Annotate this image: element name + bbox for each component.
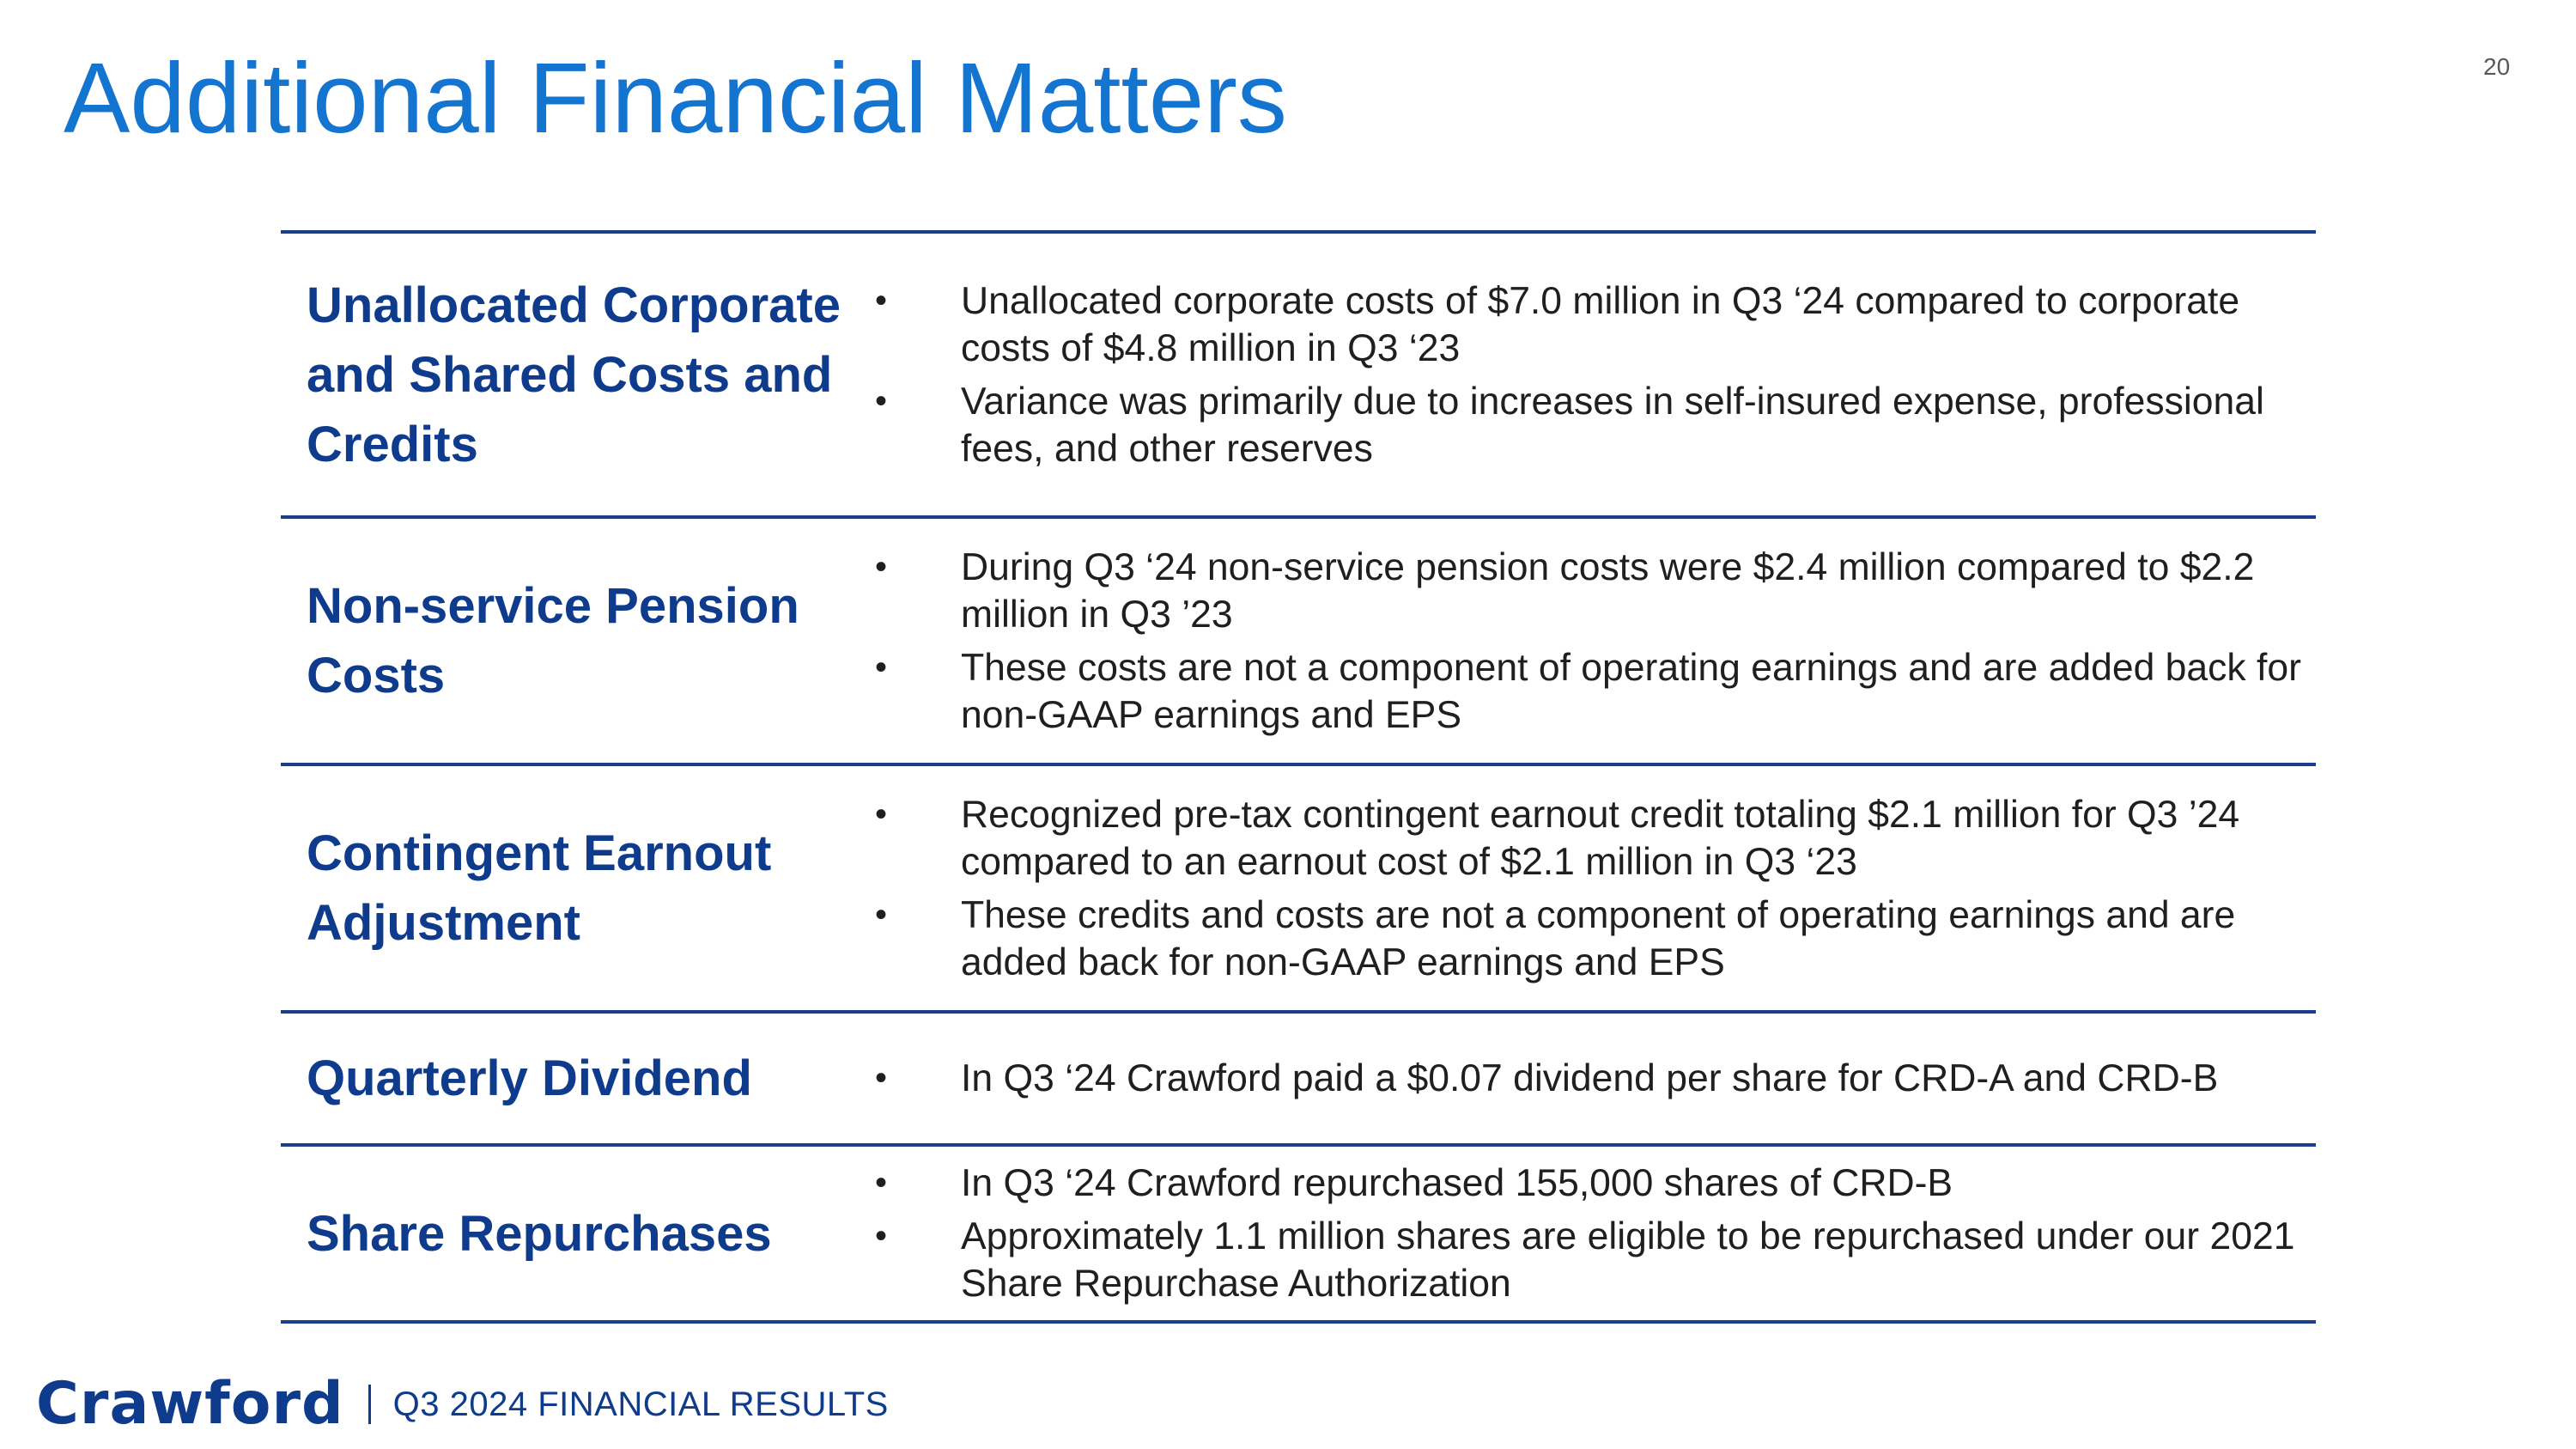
bullet-icon: • [875, 547, 888, 586]
bullet-item: • These costs are not a component of oper… [865, 644, 2316, 739]
bullet-text: In Q3 ‘24 Crawford repurchased 155,000 s… [961, 1162, 1953, 1204]
crawford-logo: Crawford [36, 1370, 344, 1438]
matter-details: • During Q3 ‘24 non-service pension costs… [865, 538, 2316, 745]
bullet-text: During Q3 ‘24 non-service pension costs … [961, 545, 2255, 636]
matter-heading: Unallocated Corporate and Shared Costs a… [307, 277, 841, 472]
bullet-list: • In Q3 ‘24 Crawford repurchased 155,000 … [865, 1160, 2316, 1307]
bullet-item: • In Q3 ‘24 Crawford repurchased 155,000 … [865, 1160, 2316, 1207]
bullet-item: • Recognized pre-tax contingent earnout c… [865, 791, 2316, 886]
bullet-item: • Unallocated corporate costs of $7.0 mil… [865, 277, 2316, 372]
bullet-item: • Variance was primarily due to increases… [865, 378, 2316, 472]
matter-heading: Quarterly Dividend [307, 1050, 752, 1106]
bullet-icon: • [875, 648, 888, 686]
bullet-icon: • [875, 1217, 888, 1255]
matter-details: • Recognized pre-tax contingent earnout c… [865, 785, 2316, 992]
bullet-text: Approximately 1.1 million shares are eli… [961, 1215, 2295, 1305]
matter-heading: Share Repurchases [307, 1205, 772, 1262]
bullet-text: Variance was primarily due to increases … [961, 380, 2264, 470]
bullet-item: • During Q3 ‘24 non-service pension costs… [865, 544, 2316, 638]
bullet-text: These credits and costs are not a compon… [961, 893, 2236, 983]
bullet-icon: • [875, 895, 888, 934]
page-number: 20 [2483, 53, 2511, 80]
matter-heading: Contingent Earnout Adjustment [307, 825, 772, 951]
matter-row-dividend: Quarterly Dividend • In Q3 ‘24 Crawford p… [281, 1014, 2316, 1147]
matter-details: • Unallocated corporate costs of $7.0 mil… [865, 271, 2316, 478]
bullet-list: • During Q3 ‘24 non-service pension costs… [865, 544, 2316, 739]
bullet-icon: • [875, 381, 888, 420]
matter-heading: Non-service Pension Costs [307, 578, 799, 703]
footer: Crawford Q3 2024 FINANCIAL RESULTS [36, 1374, 889, 1434]
bullet-text: Unallocated corporate costs of $7.0 mill… [961, 279, 2240, 369]
bullet-icon: • [875, 795, 888, 833]
matter-details: • In Q3 ‘24 Crawford paid a $0.07 dividen… [865, 1049, 2316, 1108]
page-title: Additional Financial Matters [64, 42, 1287, 154]
matter-row-earnout: Contingent Earnout Adjustment • Recognize… [281, 766, 2316, 1014]
bullet-item: • Approximately 1.1 million shares are el… [865, 1213, 2316, 1307]
bullet-list: • Unallocated corporate costs of $7.0 mil… [865, 277, 2316, 472]
bullet-icon: • [875, 1164, 888, 1202]
matter-details: • In Q3 ‘24 Crawford repurchased 155,000 … [865, 1154, 2316, 1313]
matter-row-unallocated-costs: Unallocated Corporate and Shared Costs a… [281, 234, 2316, 519]
matter-row-repurchases: Share Repurchases • In Q3 ‘24 Crawford re… [281, 1147, 2316, 1324]
bullet-text: In Q3 ‘24 Crawford paid a $0.07 dividend… [961, 1057, 2219, 1099]
bullet-icon: • [875, 281, 888, 320]
bullet-text: These costs are not a component of opera… [961, 646, 2301, 736]
matter-row-pension-costs: Non-service Pension Costs • During Q3 ‘24… [281, 519, 2316, 766]
matters-table: Unallocated Corporate and Shared Costs a… [281, 230, 2316, 1324]
bullet-item: • These credits and costs are not a compo… [865, 892, 2316, 986]
footer-text: Q3 2024 FINANCIAL RESULTS [392, 1385, 889, 1423]
footer-divider [368, 1385, 371, 1424]
bullet-list: • In Q3 ‘24 Crawford paid a $0.07 dividen… [865, 1055, 2316, 1102]
bullet-item: • In Q3 ‘24 Crawford paid a $0.07 dividen… [865, 1055, 2316, 1102]
bullet-list: • Recognized pre-tax contingent earnout c… [865, 791, 2316, 986]
bullet-icon: • [875, 1059, 888, 1097]
bullet-text: Recognized pre-tax contingent earnout cr… [961, 793, 2240, 883]
